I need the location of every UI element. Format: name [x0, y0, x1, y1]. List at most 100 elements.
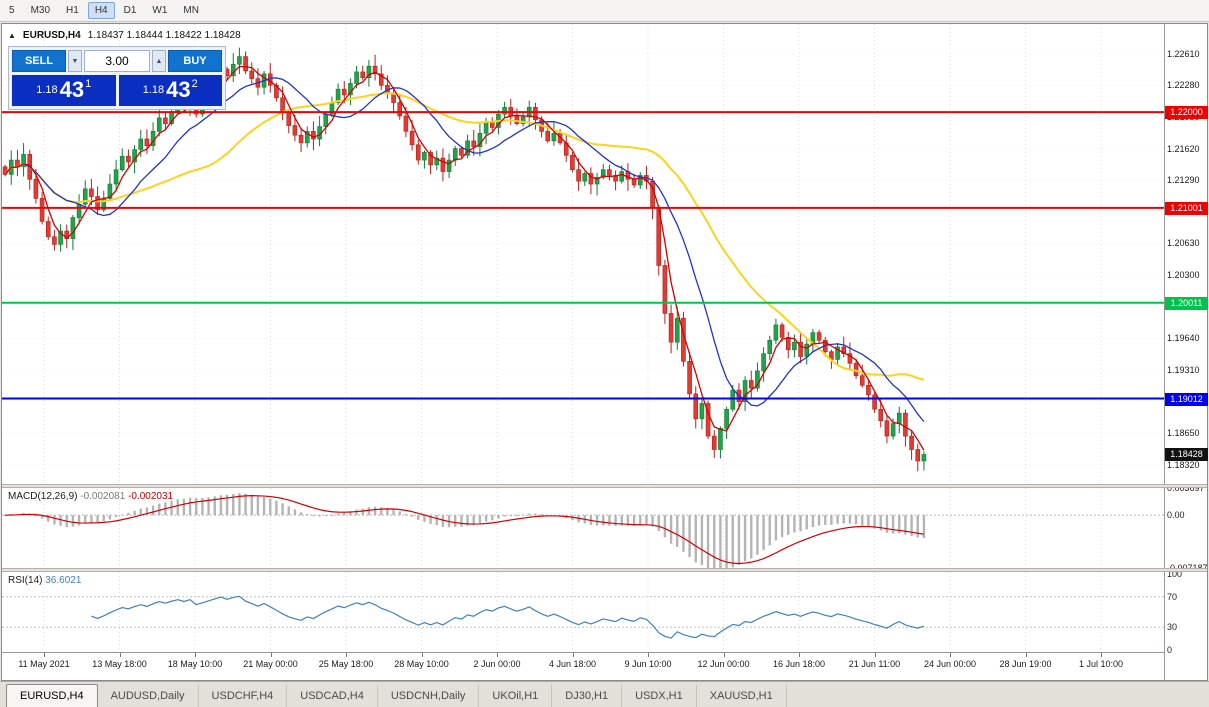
candle: [477, 122, 483, 157]
price-axis-label: 1.18320: [1167, 459, 1200, 470]
macd-pane[interactable]: MACD(12,26,9) -0.002081 -0.002031: [2, 488, 1164, 568]
rsi-name: RSI(14): [8, 575, 43, 586]
vertical-gridlines: [43, 572, 1102, 652]
candle: [27, 149, 33, 190]
rsi-chart-canvas: [2, 572, 1164, 652]
panel-toggle-icon[interactable]: ▲: [8, 31, 16, 40]
candle: [434, 150, 440, 170]
candle: [298, 127, 304, 153]
macd-histogram: [3, 493, 926, 568]
macd-chart-canvas: [2, 488, 1164, 568]
volume-input[interactable]: [84, 50, 150, 72]
time-axis-label: 1 Jul 10:00: [1078, 659, 1124, 669]
candle: [514, 108, 520, 126]
pane-separator[interactable]: [2, 568, 1207, 572]
price-axis-label: 1.19640: [1167, 333, 1200, 344]
symbol-tab-bar: EURUSD,H4 AUDUSD,Daily USDCHF,H4 USDCAD,H4 U…: [0, 681, 1209, 707]
price-chart-canvas: [2, 24, 1164, 484]
timeframe-toolbar: 5 M30 H1 H4 D1 W1 MN: [0, 0, 1209, 22]
candle: [594, 172, 600, 196]
volume-increase-button[interactable]: ▲: [152, 50, 166, 72]
sell-button[interactable]: SELL: [12, 50, 66, 72]
time-axis-label: 16 Jun 18:00: [772, 659, 826, 669]
symbol-tab-eurusd[interactable]: EURUSD,H4: [6, 684, 98, 707]
macd-axis-label: 0.003697: [1167, 483, 1205, 493]
candle: [452, 145, 458, 166]
candle: [243, 51, 248, 75]
candles: [2, 47, 927, 472]
time-axis-label: 12 Jun 00:00: [697, 659, 750, 669]
chart-window: ▲ EURUSD,H4 1.18437 1.18444 1.18422 1.18…: [1, 23, 1208, 681]
candle: [872, 391, 877, 413]
candle: [810, 328, 816, 353]
price-axis[interactable]: 1.226101.222801.219501.216201.212901.209…: [1164, 24, 1208, 680]
buy-price-sup: 2: [191, 78, 198, 90]
timeframe-button-w1[interactable]: W1: [152, 5, 168, 16]
symbol-tab-usdchf[interactable]: USDCHF,H4: [199, 685, 288, 707]
candle: [835, 342, 840, 365]
price-axis-label: 1.20630: [1167, 238, 1200, 249]
buy-price-display[interactable]: 1.18 43 2: [118, 75, 222, 106]
symbol-tab-usdcad[interactable]: USDCAD,H4: [287, 685, 378, 707]
timeframe-button-d1[interactable]: D1: [123, 5, 137, 16]
rsi-pane[interactable]: RSI(14) 36.6021: [2, 572, 1164, 652]
candle: [798, 332, 803, 364]
timeframe-button-5[interactable]: 5: [9, 5, 15, 16]
symbol-tab-usdcnh[interactable]: USDCNH,Daily: [378, 685, 480, 707]
timeframe-button-mn[interactable]: MN: [183, 5, 199, 16]
candle: [64, 224, 70, 249]
main-price-pane[interactable]: ▲ EURUSD,H4 1.18437 1.18444 1.18422 1.18…: [2, 24, 1164, 484]
candle: [156, 109, 162, 137]
time-axis-label: 21 May 00:00: [243, 659, 298, 669]
candle: [378, 65, 384, 90]
candle: [563, 133, 569, 162]
time-axis-tick: [1101, 653, 1102, 657]
time-axis-tick: [648, 653, 649, 657]
candle: [230, 53, 236, 83]
candle: [705, 400, 711, 439]
candle: [446, 153, 452, 179]
volume-decrease-button[interactable]: ▼: [68, 50, 82, 72]
candle: [163, 111, 168, 131]
macd-value-signal: -0.002031: [128, 491, 174, 502]
time-axis-label: 9 Jun 10:00: [624, 659, 672, 669]
time-axis-label: 13 May 18:00: [92, 659, 147, 669]
time-axis-label: 25 May 18:00: [318, 659, 374, 669]
time-axis-tick: [270, 653, 272, 657]
symbol-tab-xauusd[interactable]: XAUUSD,H1: [697, 685, 787, 707]
time-axis[interactable]: 11 May 2021 13 May 18:00 18 May 10:00 21 Ma…: [2, 652, 1164, 680]
candle: [687, 351, 692, 399]
candle: [249, 62, 255, 84]
symbol-tab-usdx[interactable]: USDX,H1: [622, 685, 697, 707]
candle: [15, 150, 20, 177]
candle: [502, 101, 507, 119]
candle: [440, 148, 446, 182]
candle: [896, 406, 902, 434]
pane-separator[interactable]: [2, 484, 1207, 488]
timeframe-button-h1[interactable]: H1: [66, 5, 79, 16]
candle: [582, 171, 588, 187]
candle: [637, 172, 643, 189]
candle: [588, 167, 594, 195]
timeframe-button-h4[interactable]: H4: [87, 2, 115, 19]
timeframe-button-m30[interactable]: M30: [30, 5, 51, 16]
sell-price-display[interactable]: 1.18 43 1: [12, 75, 116, 106]
time-axis-tick: [195, 653, 196, 657]
time-axis-tick: [421, 653, 423, 657]
candle: [576, 158, 581, 191]
time-axis-tick: [799, 653, 800, 657]
symbol-tab-ukoil[interactable]: UKOil,H1: [479, 685, 553, 707]
candle: [662, 259, 668, 324]
buy-button[interactable]: BUY: [168, 50, 222, 72]
symbol-tab-audusd[interactable]: AUDUSD,Daily: [98, 685, 199, 707]
candle: [785, 331, 791, 359]
buy-price-big: 43: [166, 77, 191, 102]
candle: [317, 116, 322, 147]
price-axis-label: 1.22610: [1167, 48, 1200, 59]
rsi-axis-label: 30: [1167, 622, 1178, 633]
symbol-tab-dj30[interactable]: DJ30,H1: [552, 685, 623, 707]
price-axis-label: 1.19310: [1167, 364, 1200, 375]
candle: [903, 409, 908, 447]
time-axis-tick: [497, 653, 498, 657]
candle: [21, 143, 26, 177]
